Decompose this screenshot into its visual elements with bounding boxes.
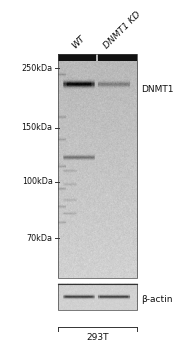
Bar [98,54,137,61]
Text: WT: WT [70,34,87,51]
Text: 100kDa: 100kDa [22,177,53,187]
Text: DNMT1 KD: DNMT1 KD [102,10,142,51]
Text: DNMT1: DNMT1 [141,85,174,94]
Text: 293T: 293T [86,333,108,342]
Text: 70kDa: 70kDa [27,233,53,243]
Bar [58,284,137,310]
Bar [58,54,137,278]
Text: β-actin: β-actin [141,295,173,304]
Bar [58,54,96,61]
Text: 250kDa: 250kDa [21,64,53,73]
Text: 150kDa: 150kDa [22,123,53,132]
